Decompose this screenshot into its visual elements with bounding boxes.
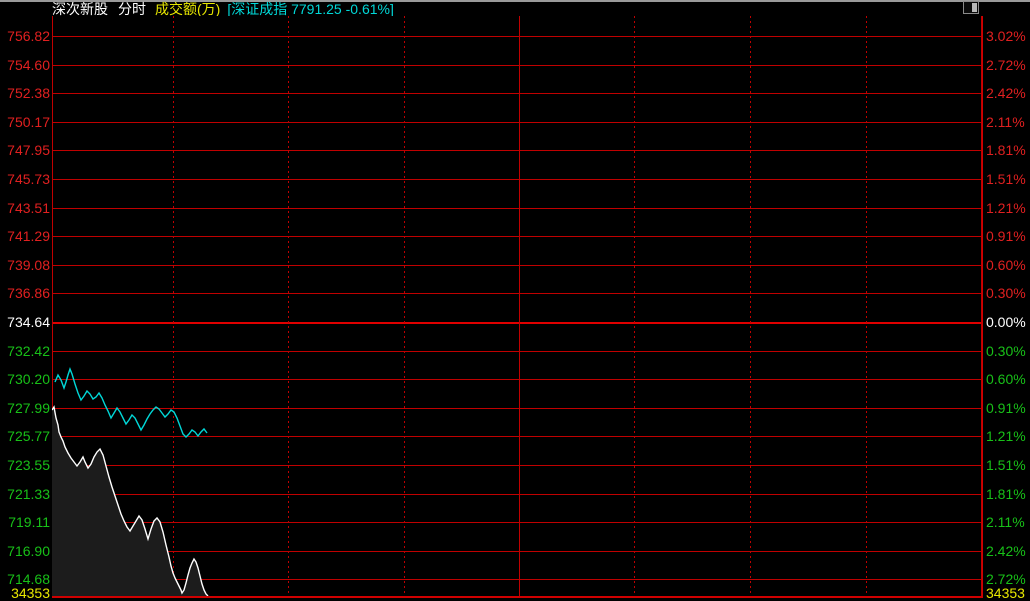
left-axis-tick: 736.86 — [7, 285, 50, 301]
grid-line — [52, 265, 982, 266]
left-axis-tick: 719.11 — [8, 514, 50, 530]
left-axis-tick: 739.08 — [7, 257, 50, 273]
right-axis-tick: 1.21% — [986, 428, 1026, 444]
left-axis-tick: 725.77 — [7, 428, 50, 444]
right-axis-tick: 3.02% — [986, 28, 1026, 44]
grid-line — [52, 351, 982, 352]
time-divider-line — [750, 16, 751, 596]
right-axis-tick: 1.51% — [986, 171, 1026, 187]
time-divider-line — [981, 16, 982, 596]
panel-toggle-icon[interactable] — [963, 1, 979, 14]
grid-line — [52, 293, 982, 294]
left-axis-tick: 732.42 — [7, 343, 50, 359]
window-top-frame — [0, 0, 1030, 2]
grid-line — [52, 122, 982, 123]
right-axis-tick: 2.11% — [986, 514, 1025, 530]
grid-line — [52, 551, 982, 552]
left-axis-tick: 721.33 — [7, 486, 50, 502]
right-axis-tick: 0.30% — [986, 285, 1026, 301]
left-axis-tick: 743.51 — [7, 200, 50, 216]
right-axis-tick: 0.60% — [986, 371, 1026, 387]
left-axis-tick: 727.99 — [7, 400, 50, 416]
volume-axis-right-label: 34353 — [986, 585, 1025, 601]
time-divider-line — [173, 16, 174, 596]
grid-line — [52, 36, 982, 37]
grid-line — [52, 322, 982, 324]
index-line — [54, 366, 208, 438]
series-layer — [52, 366, 209, 596]
left-axis-tick: 723.55 — [7, 457, 50, 473]
right-axis-tick: 1.21% — [986, 200, 1026, 216]
left-axis-tick: 716.90 — [7, 543, 50, 559]
time-divider-line — [288, 16, 289, 596]
chart-plot-area[interactable] — [52, 16, 982, 596]
grid-line — [52, 208, 982, 209]
chart-period-label[interactable]: 分时 — [118, 1, 146, 17]
right-axis-tick: 2.72% — [986, 57, 1026, 73]
right-axis-tick: 2.42% — [986, 85, 1026, 101]
left-axis-tick: 741.29 — [7, 228, 50, 244]
left-axis-tick: 756.82 — [7, 28, 50, 44]
left-axis-tick: 754.60 — [7, 57, 50, 73]
right-axis-tick: 0.91% — [986, 228, 1026, 244]
grid-line — [52, 150, 982, 151]
right-axis-tick: 2.11% — [986, 114, 1025, 130]
volume-axis-left-label: 34353 — [11, 585, 50, 601]
right-axis-tick: 0.00% — [986, 314, 1026, 330]
grid-line — [52, 236, 982, 237]
right-axis-tick: 2.72% — [986, 571, 1026, 587]
right-axis-tick: 1.81% — [986, 142, 1026, 158]
grid-line — [52, 579, 982, 580]
right-axis-tick: 1.51% — [986, 457, 1026, 473]
time-divider-line — [634, 16, 635, 596]
left-axis-tick: 745.73 — [7, 171, 50, 187]
right-axis-tick: 0.91% — [986, 400, 1026, 416]
plot-border-bottom — [52, 596, 983, 598]
time-divider-line — [404, 16, 405, 596]
grid-line — [52, 379, 982, 380]
time-divider-line — [519, 16, 520, 596]
right-axis-tick: 2.42% — [986, 543, 1026, 559]
price-line — [52, 405, 209, 596]
grid-line — [52, 465, 982, 466]
grid-line — [52, 436, 982, 437]
stock-name-label: 深次新股 — [52, 1, 108, 17]
right-axis-tick: 1.81% — [986, 486, 1026, 502]
grid-line — [52, 494, 982, 495]
left-axis-tick: 714.68 — [7, 571, 50, 587]
right-axis-tick: 0.30% — [986, 343, 1026, 359]
left-axis-tick: 734.64 — [7, 314, 50, 330]
right-axis-tick: 0.60% — [986, 257, 1026, 273]
time-divider-line — [866, 16, 867, 596]
plot-border-right — [982, 16, 983, 597]
grid-line — [52, 65, 982, 66]
time-divider-line — [52, 16, 53, 596]
left-axis-tick: 747.95 — [7, 142, 50, 158]
volume-unit-label: 成交额(万) — [155, 1, 221, 17]
left-axis-tick: 752.38 — [7, 85, 50, 101]
grid-line — [52, 93, 982, 94]
index-quote-label: [深证成指 7791.25 -0.61%] — [227, 1, 394, 17]
grid-line — [52, 408, 982, 409]
left-axis-tick: 750.17 — [7, 114, 50, 130]
price-area-fill — [52, 407, 208, 596]
grid-line — [52, 522, 982, 523]
grid-line — [52, 179, 982, 180]
chart-title-bar: 深次新股 分时 成交额(万) [深证成指 7791.25 -0.61%] — [52, 1, 394, 18]
left-axis-tick: 730.20 — [7, 371, 50, 387]
